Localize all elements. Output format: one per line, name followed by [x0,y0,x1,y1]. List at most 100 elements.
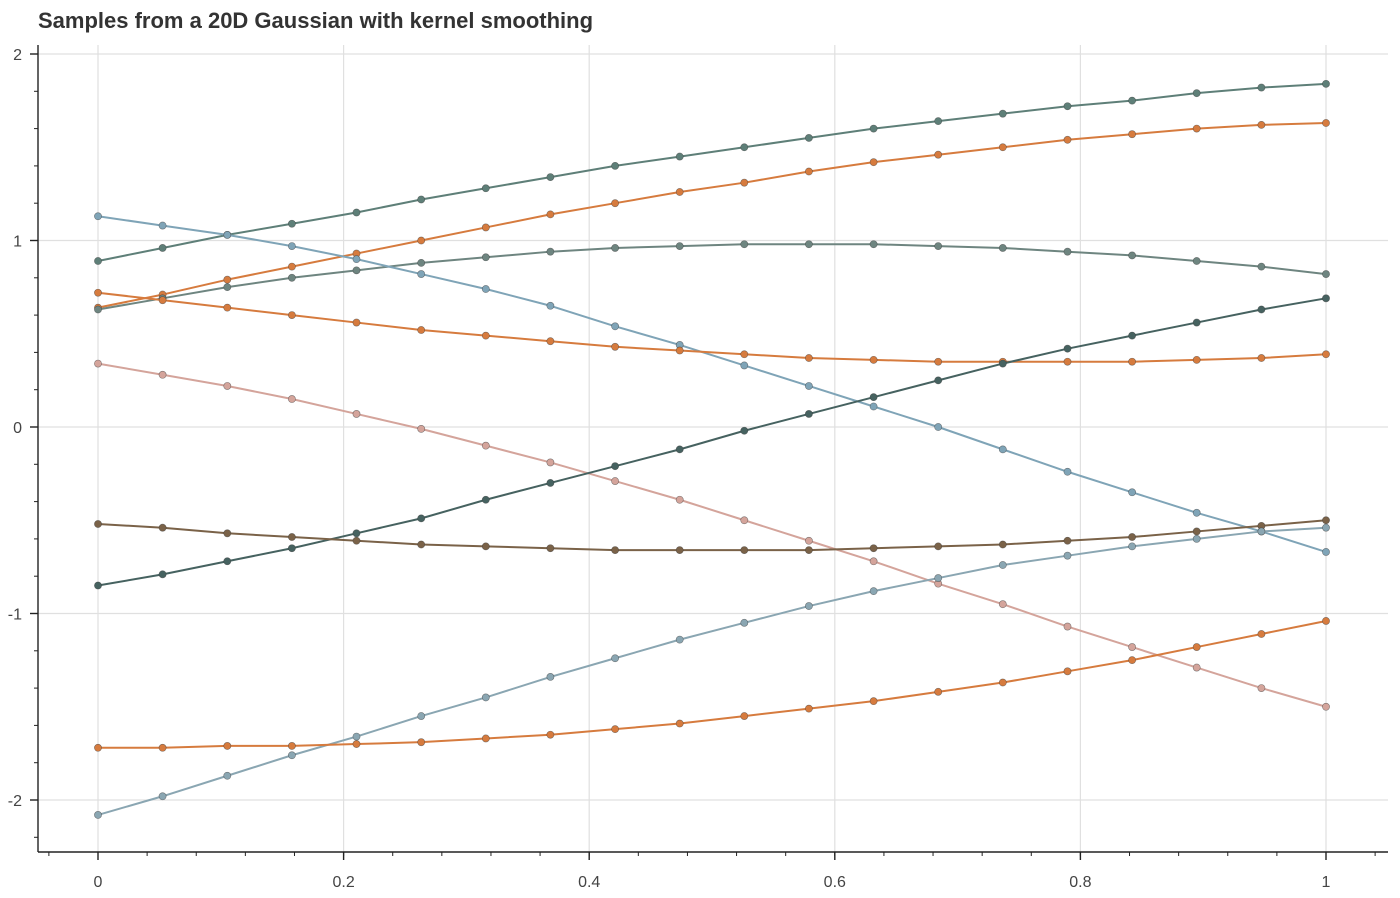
series-7 [94,294,1330,590]
data-point [94,359,102,368]
data-point [1128,542,1136,551]
grid [38,45,1388,852]
data-point [934,687,943,696]
data-point [1192,535,1201,543]
data-point [1128,656,1136,665]
data-point [1063,467,1072,476]
data-point [546,247,555,256]
data-point [546,458,555,467]
data-point [417,738,426,747]
data-point [998,445,1007,454]
data-point [223,557,232,566]
data-point [94,212,102,221]
data-point [675,445,684,454]
data-point [869,697,878,706]
data-point [998,244,1007,252]
data-point [804,167,813,176]
data-point [1322,548,1330,556]
data-point [804,546,813,554]
data-point [1128,488,1136,497]
data-point [998,359,1007,368]
data-point [158,523,167,532]
data-point [611,199,620,208]
series-2 [94,119,1330,312]
series-line [97,82,1327,262]
data-point [1063,247,1072,256]
series-line [98,619,1327,749]
data-point [1063,536,1072,545]
data-point [869,393,878,402]
data-point [417,540,426,549]
data-point [352,536,361,545]
series-line [97,215,1327,553]
data-point [804,382,813,390]
x-tick-label: 0.6 [824,874,846,891]
data-point [740,618,749,627]
data-point [1063,357,1072,366]
data-point [740,178,749,187]
series-3 [94,240,1330,314]
x-tick-label: 1 [1322,874,1331,891]
data-point [1257,527,1266,536]
data-point [934,242,943,250]
data-point [546,673,555,681]
data-point [934,376,943,385]
data-point [934,117,943,126]
data-point [352,318,361,327]
data-point [1322,270,1330,278]
x-tick-label: 0.4 [578,874,600,891]
data-point [288,533,296,541]
x-tick-label: 0.8 [1069,874,1091,891]
data-point [288,311,296,319]
data-point [869,124,878,133]
data-point [546,479,555,487]
series-1 [94,79,1330,265]
data-point [1257,684,1266,692]
data-point [998,678,1007,687]
data-point [223,382,232,390]
y-tick-label: -1 [8,607,22,624]
data-point [546,173,555,181]
data-point [740,361,749,370]
data-point [94,743,102,752]
data-point [1192,124,1201,133]
data-point [1322,702,1330,711]
data-point [998,600,1007,609]
data-point [1322,523,1330,532]
data-point [1063,135,1072,144]
data-point [611,322,620,331]
data-point [546,337,555,346]
series-group [94,79,1330,819]
data-point [1063,667,1072,676]
data-point [546,730,555,739]
data-point [1192,89,1201,98]
data-point [869,240,878,249]
data-point [158,244,167,252]
data-point [1192,663,1201,672]
series-line [97,297,1327,587]
data-point [481,184,490,193]
data-point [417,514,426,523]
data-point [675,719,684,728]
data-point [998,561,1007,569]
data-point [869,158,878,167]
y-tick-label: 0 [13,420,22,437]
data-point [869,557,878,566]
data-point [1192,257,1201,265]
series-8 [94,516,1330,554]
series-line [97,243,1327,311]
data-point [1063,102,1072,111]
data-point [1322,294,1330,303]
data-point [94,288,102,297]
data-point [1192,643,1201,651]
data-point [417,712,426,720]
data-point [611,546,620,554]
data-point [998,540,1007,549]
data-point [481,253,490,262]
data-point [1128,331,1136,340]
data-point [417,424,426,433]
data-point [740,143,749,152]
data-point [223,231,232,239]
data-point [804,354,813,362]
data-point [934,423,943,431]
